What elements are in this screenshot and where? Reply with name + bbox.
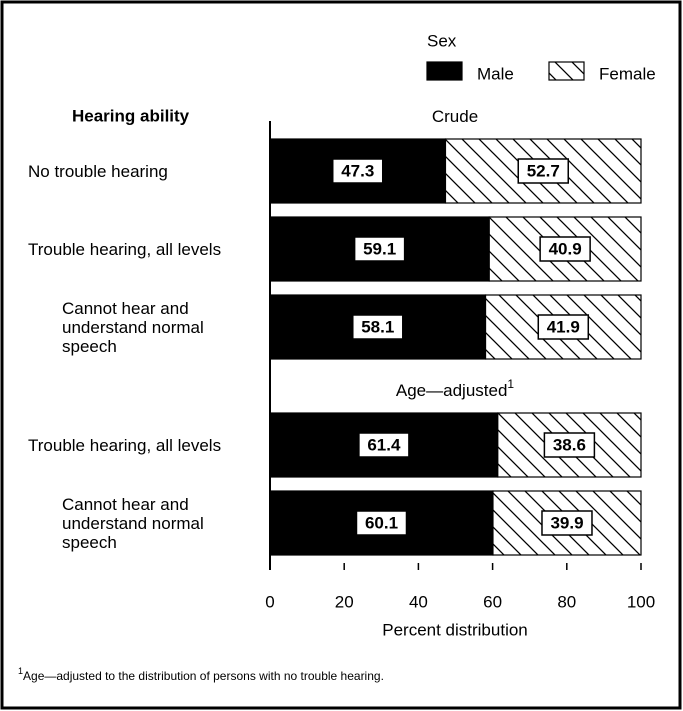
legend-swatch <box>548 61 585 81</box>
footnote: 1Age—adjusted to the distribution of per… <box>18 666 384 683</box>
value-label-box <box>537 314 590 340</box>
category-label: Cannot hear and understand normal speech <box>62 494 204 552</box>
legend-label: Male <box>477 64 514 83</box>
category-axis-title: Hearing ability <box>72 106 190 125</box>
value-label: 60.1 <box>365 513 398 532</box>
panel-title: Crude <box>432 107 478 126</box>
value-label: 40.9 <box>549 239 582 258</box>
value-label: 47.3 <box>341 161 374 180</box>
category-label: Cannot hear and understand normal speech <box>62 298 204 356</box>
x-tick-label: 100 <box>627 592 655 611</box>
value-label: 58.1 <box>361 317 394 336</box>
value-label-box <box>543 432 596 458</box>
legend-swatch <box>426 61 463 81</box>
x-tick-label: 20 <box>335 592 354 611</box>
value-label-box <box>539 236 591 262</box>
category-label: No trouble hearing <box>28 161 168 181</box>
value-label-box <box>352 314 404 340</box>
value-label-box <box>541 510 593 536</box>
x-axis-label: Percent distribution <box>382 620 528 639</box>
footnote-marker: 1 <box>18 666 23 676</box>
x-tick-label: 80 <box>557 592 576 611</box>
value-label-box <box>331 158 384 184</box>
value-label-box <box>358 432 410 458</box>
category-label: Trouble hearing, all levels <box>28 435 222 455</box>
panel-title-text: Crude <box>432 107 478 126</box>
value-label: 61.4 <box>367 435 401 454</box>
value-label-box <box>353 236 406 262</box>
value-label: 52.7 <box>527 161 560 180</box>
value-label: 41.9 <box>547 317 580 336</box>
legend-title: Sex <box>427 31 457 50</box>
value-label-box <box>355 510 408 536</box>
category-label: Trouble hearing, all levels <box>28 239 222 259</box>
value-label: 59.1 <box>363 239 396 258</box>
value-label: 38.6 <box>553 435 586 454</box>
panel-title: Age—adjusted1 <box>396 377 515 400</box>
x-tick-label: 40 <box>409 592 428 611</box>
footnote-text: Age—adjusted to the distribution of pers… <box>23 669 384 683</box>
panel-title-note: 1 <box>507 377 514 391</box>
value-label-box <box>517 158 569 184</box>
legend-label: Female <box>599 64 656 83</box>
value-label: 39.9 <box>550 513 583 532</box>
panel-title-text: Age—adjusted <box>396 381 508 400</box>
x-tick-label: 0 <box>265 592 274 611</box>
x-tick-label: 60 <box>483 592 502 611</box>
